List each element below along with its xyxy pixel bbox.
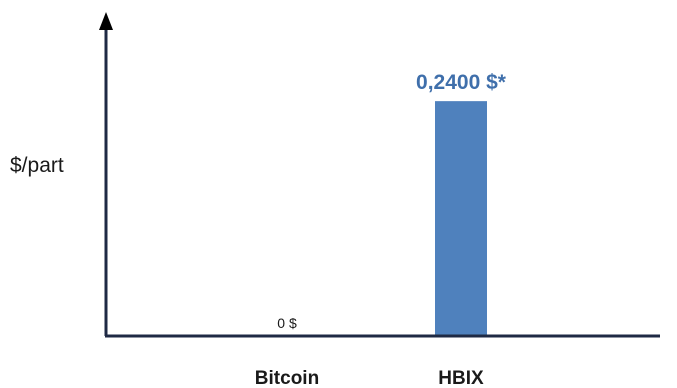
category-label-hbix: HBIX [438, 368, 484, 388]
data-label-bitcoin: 0 $ [277, 315, 297, 331]
bars-group [435, 101, 487, 337]
bar-hbix [435, 101, 487, 337]
labels-group: Bitcoin 0 $ HBIX 0,2400 $* [255, 71, 507, 388]
category-label-bitcoin: Bitcoin [255, 368, 319, 388]
data-label-hbix: 0,2400 $* [416, 71, 507, 94]
y-axis-label: $/part [10, 154, 64, 177]
y-axis-arrow-icon [99, 12, 113, 30]
